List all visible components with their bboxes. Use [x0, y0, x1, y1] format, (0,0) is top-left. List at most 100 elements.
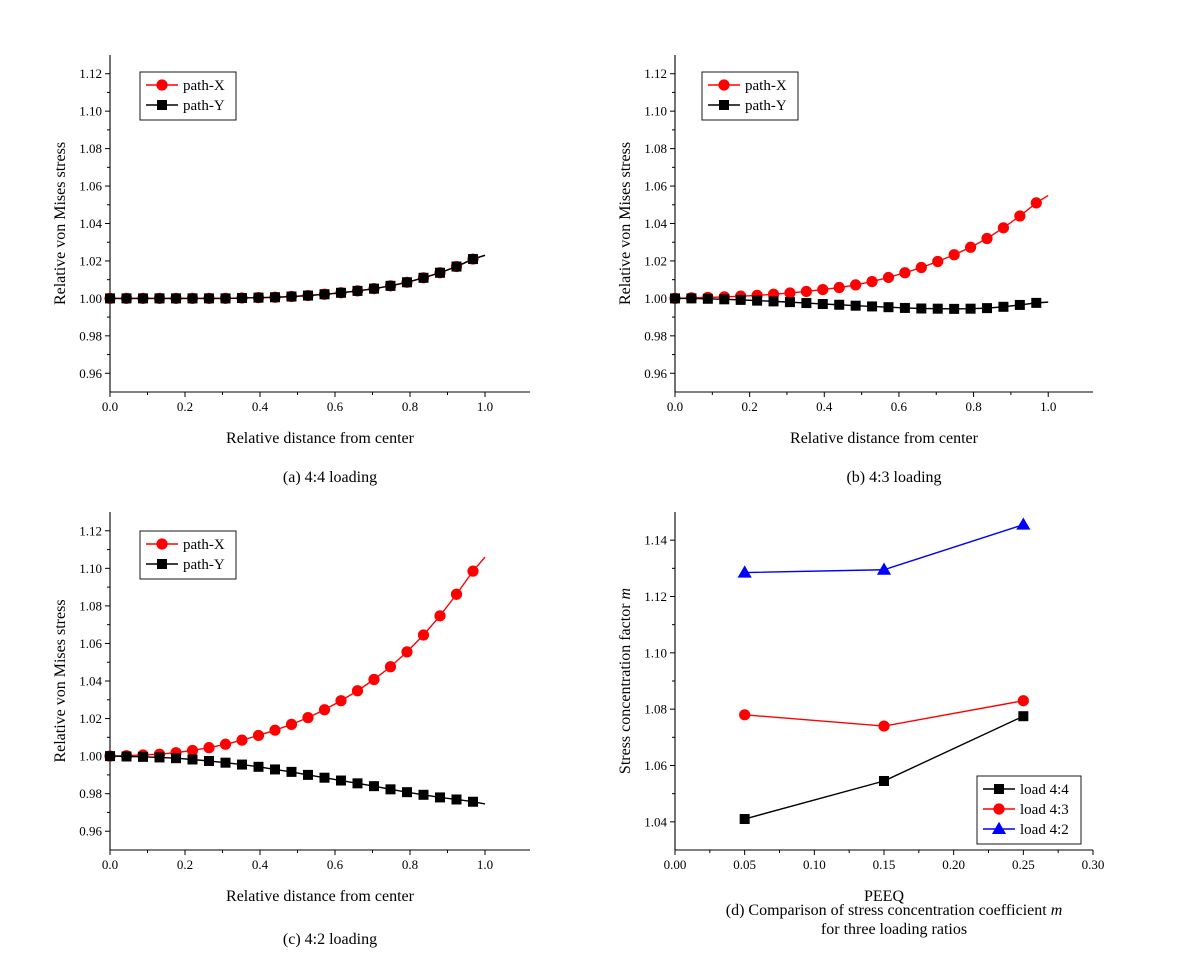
legend-label: load 4:4 [1020, 782, 1069, 798]
x-axis-title: Relative distance from center [226, 430, 415, 447]
panel-a: 0.0 0.2 0.4 0.6 0.8 1.0 0.96 0.98 1.00 1.02 1.04 1.… [52, 55, 530, 486]
y-tick-label: 1.06 [79, 179, 102, 194]
legend-label: path-X [745, 78, 787, 94]
data-point [882, 271, 895, 284]
data-point [302, 712, 314, 724]
data-point [800, 285, 812, 298]
data-point [867, 301, 878, 312]
x-axis-title: Relative distance from center [790, 430, 979, 447]
data-point [1016, 517, 1031, 530]
data-point [735, 294, 746, 305]
y-axis-title-italic: m [617, 588, 634, 604]
data-point [219, 738, 232, 750]
y-tick-label: 1.10 [644, 104, 667, 119]
data-point [866, 275, 878, 288]
data-point [915, 261, 927, 274]
legend-marker [156, 538, 168, 550]
data-point [899, 302, 910, 313]
data-point [269, 292, 280, 303]
data-point [121, 751, 132, 762]
x-tick-label: 0.6 [327, 857, 344, 872]
data-point [236, 734, 248, 746]
data-point [451, 261, 462, 272]
data-point [351, 685, 364, 697]
legend: load 4:4 load 4:3 load 4:2 [976, 775, 1082, 845]
data-point [418, 272, 429, 283]
x-axis-title: PEEQ [864, 888, 904, 905]
y-tick-label: 1.04 [644, 216, 667, 231]
data-point [997, 222, 1010, 234]
data-point [850, 279, 862, 291]
data-point [385, 280, 396, 291]
data-point [737, 565, 752, 578]
data-point [883, 302, 894, 313]
legend: path-X path-Y [701, 71, 799, 121]
series-line [109, 556, 486, 757]
series-path-y [105, 254, 486, 304]
data-point [1030, 197, 1042, 209]
legend-marker [994, 784, 1005, 795]
y-tick-label: 1.06 [79, 636, 102, 651]
data-point [352, 778, 363, 789]
panel-d: 0.00 0.05 0.10 0.15 0.20 0.25 0.30 1.04 1.06 1.08… [617, 512, 1104, 938]
series-load-4-3 [739, 695, 1029, 732]
data-point [434, 792, 445, 803]
caption: (d) Comparison of stress concentration c… [726, 902, 1063, 919]
data-point [154, 752, 165, 763]
data-point [467, 796, 478, 807]
y-tick-label: 0.96 [79, 366, 102, 381]
data-point [352, 285, 363, 296]
data-point [417, 629, 430, 641]
legend-label: path-Y [183, 557, 225, 573]
legend-box [139, 530, 237, 580]
x-tick-label: 0.10 [803, 857, 826, 872]
data-point [784, 297, 795, 308]
y-tick-label: 1.08 [79, 141, 102, 156]
y-axis-title: Relative von Mises stress [617, 142, 634, 305]
data-point [916, 303, 927, 314]
data-point [879, 775, 890, 786]
data-point [203, 742, 215, 754]
data-point [833, 281, 845, 294]
data-point [467, 565, 479, 577]
legend-label: load 4:2 [1020, 822, 1069, 838]
data-point [302, 769, 313, 780]
series-line [675, 297, 1049, 310]
x-tick-label: 0.05 [733, 857, 756, 872]
data-point [932, 303, 943, 314]
legend: path-X path-Y [139, 530, 237, 580]
data-point [801, 298, 812, 309]
data-point [401, 787, 412, 798]
y-tick-label: 1.12 [644, 66, 667, 81]
data-point [878, 720, 890, 732]
x-tick-label: 0.6 [327, 399, 344, 414]
data-point [253, 761, 264, 772]
data-point [286, 766, 297, 777]
data-point [319, 289, 330, 300]
y-tick-label: 0.96 [644, 366, 667, 381]
x-tick-label: 0.2 [742, 399, 758, 414]
data-point [187, 754, 198, 765]
data-point [137, 751, 148, 762]
data-point [719, 294, 730, 305]
x-tick-label: 0.25 [1012, 857, 1035, 872]
x-tick-label: 0.30 [1082, 857, 1105, 872]
y-tick-label: 1.12 [644, 589, 667, 604]
data-point [203, 755, 214, 766]
data-point [269, 764, 280, 775]
data-point [170, 293, 181, 304]
y-axis-title: Relative von Mises stress [52, 599, 69, 762]
series-line [674, 194, 1049, 300]
legend: path-X path-Y [139, 71, 237, 121]
data-point [203, 293, 214, 304]
x-tick-label: 0.8 [402, 857, 418, 872]
data-point [434, 267, 445, 278]
data-point [236, 759, 247, 770]
y-tick-label: 1.08 [79, 598, 102, 613]
panel-b: 0.0 0.2 0.4 0.6 0.8 1.0 0.96 0.98 1.00 1.02 1.04 1.… [617, 55, 1093, 486]
legend-marker [156, 100, 167, 111]
data-point [154, 293, 165, 304]
x-tick-label: 0.00 [664, 857, 687, 872]
x-tick-label: 0.6 [891, 399, 908, 414]
